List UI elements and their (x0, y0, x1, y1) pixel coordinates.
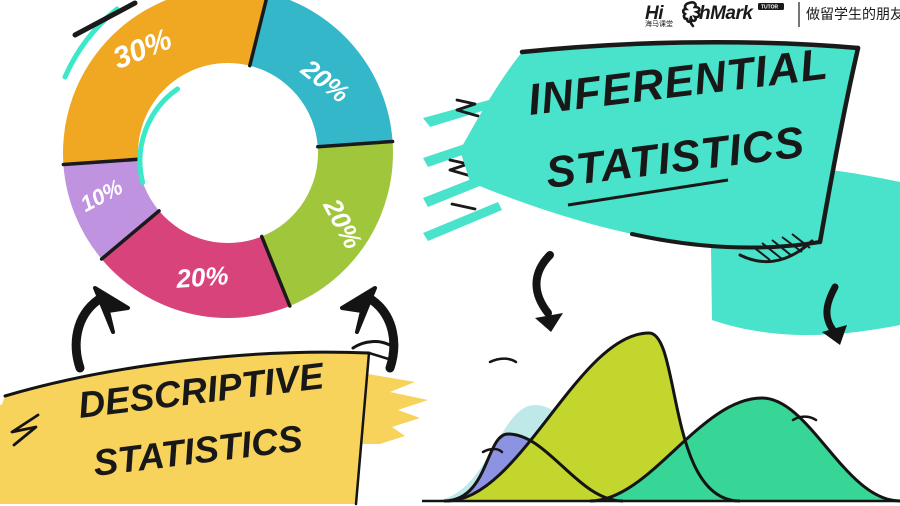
svg-text:20%: 20% (174, 260, 229, 294)
svg-text:做留学生的朋友: 做留学生的朋友 (806, 7, 900, 23)
svg-text:TUTOR: TUTOR (761, 5, 779, 11)
svg-text:hMark: hMark (699, 3, 754, 24)
svg-text:海马课堂: 海马课堂 (645, 19, 673, 28)
